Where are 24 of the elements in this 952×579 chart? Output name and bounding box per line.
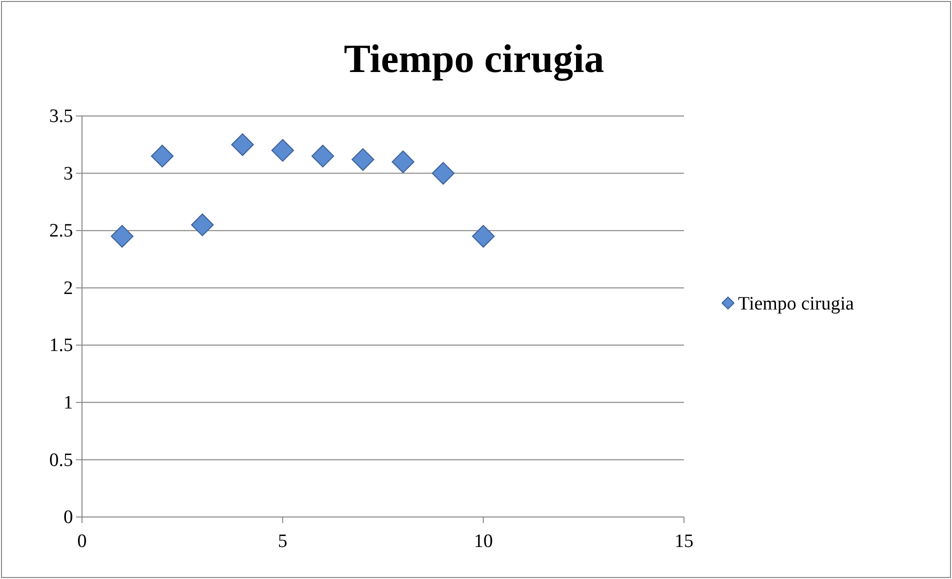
x-tick-label: 0 [77,530,87,552]
point [231,133,254,156]
y-tick-label: 3.5 [49,106,73,128]
y-tick-label: 3 [64,163,73,184]
chart-title: Tiempo cirugia [344,36,604,81]
point [392,150,414,174]
point [191,213,214,236]
legend-label: Tiempo cirugia [738,294,854,315]
x-tick-label: 15 [674,530,694,552]
point [472,224,495,248]
y-tick-label: 0.5 [49,450,73,471]
y-tick-label: 1.5 [49,335,73,356]
y-tick-label: 1 [64,392,73,414]
point [352,148,374,171]
y-tick-label: 2 [64,278,73,299]
point [150,144,174,168]
x-tick-label: 10 [474,530,493,552]
point [432,162,455,185]
y-tick-label: 0 [64,507,73,528]
point [271,139,294,162]
y-tick-label: 2.5 [49,220,73,242]
point [110,224,134,248]
x-tick-label: 5 [278,530,288,552]
point [311,144,334,168]
